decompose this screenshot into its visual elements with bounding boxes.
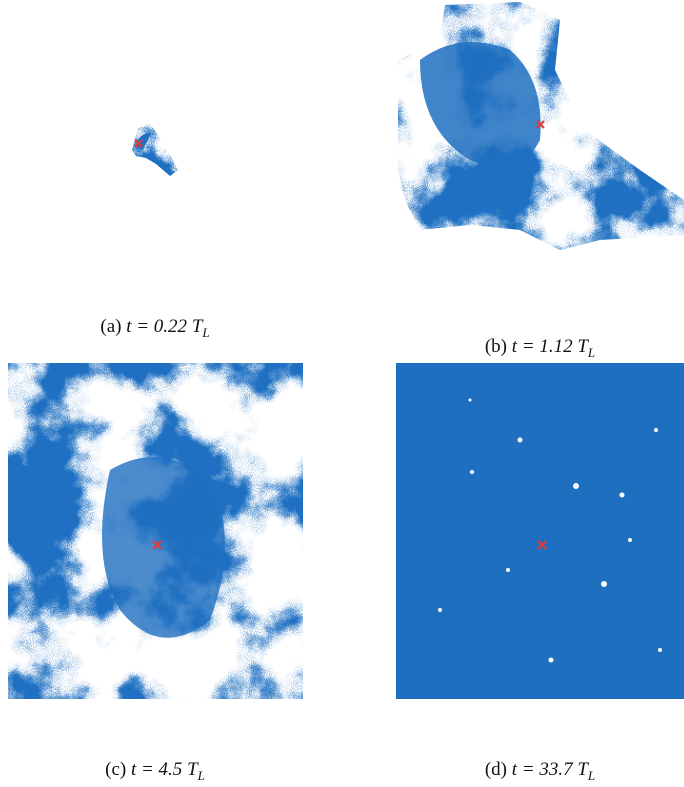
caption-label: (b) bbox=[484, 336, 507, 357]
caption-label: (a) bbox=[100, 316, 122, 337]
caption-label: (c) bbox=[105, 759, 127, 780]
panel-c-image bbox=[8, 363, 303, 699]
caption-label: (d) bbox=[484, 759, 507, 780]
caption-symbol: T bbox=[577, 759, 588, 780]
caption-a: (a) t = 0.22 TL bbox=[100, 316, 209, 341]
panel-d-image bbox=[396, 363, 684, 699]
caption-d: (d) t = 33.7 TL bbox=[485, 759, 595, 784]
caption-expr: t = 33.7 bbox=[511, 759, 573, 780]
caption-b: (b) t = 1.12 TL bbox=[485, 336, 595, 361]
caption-subscript: L bbox=[587, 767, 596, 783]
caption-symbol: T bbox=[187, 759, 198, 780]
caption-symbol: T bbox=[191, 316, 203, 337]
panel-a-image bbox=[132, 124, 178, 176]
caption-expr: t = 0.22 bbox=[126, 316, 188, 337]
caption-expr: t = 4.5 bbox=[130, 759, 183, 780]
caption-subscript: L bbox=[202, 324, 210, 340]
panel-b-image bbox=[398, 2, 684, 250]
caption-subscript: L bbox=[587, 344, 596, 360]
caption-symbol: T bbox=[577, 336, 588, 357]
caption-subscript: L bbox=[197, 767, 205, 783]
caption-expr: t = 1.12 bbox=[511, 336, 573, 357]
caption-c: (c) t = 4.5 TL bbox=[105, 759, 205, 784]
